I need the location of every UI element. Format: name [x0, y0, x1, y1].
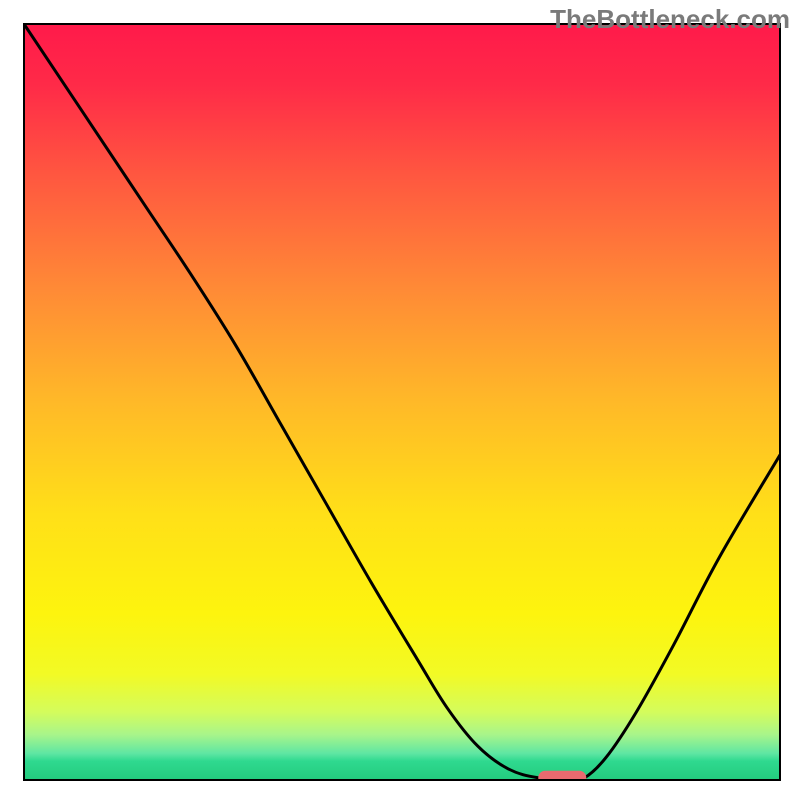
chart-svg — [0, 0, 800, 800]
bottleneck-chart: TheBottleneck.com — [0, 0, 800, 800]
watermark-text: TheBottleneck.com — [550, 4, 790, 35]
gradient-background — [24, 24, 780, 780]
optimal-marker — [538, 771, 586, 785]
